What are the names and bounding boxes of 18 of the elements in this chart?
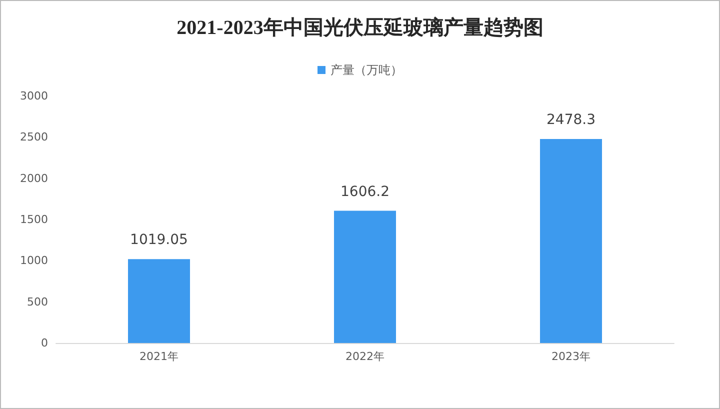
x-tick-label: 2022年 [346,350,384,363]
text: 1019.05 [130,232,188,248]
x-tick-label: 2021年 [140,350,178,363]
bar [334,210,396,343]
legend-label: 产量（万吨） [330,63,402,77]
text: 1606.2 [340,184,390,200]
y-tick-label: 1500 [20,213,48,226]
y-tick-label: 2000 [20,172,48,185]
y-tick-label: 3000 [20,90,48,102]
bar [128,259,190,343]
y-tick-label: 1000 [20,254,48,268]
y-tick-label: 500 [27,295,48,308]
y-tick-label: 0 [41,336,48,350]
bar [540,138,602,343]
text: 2478.3 [546,112,596,128]
y-tick-label: 2500 [20,130,48,144]
chart-title: 2021-2023年中国光伏压延玻璃产量趋势图 [176,16,544,39]
x-tick-label: 2023年 [552,350,590,363]
